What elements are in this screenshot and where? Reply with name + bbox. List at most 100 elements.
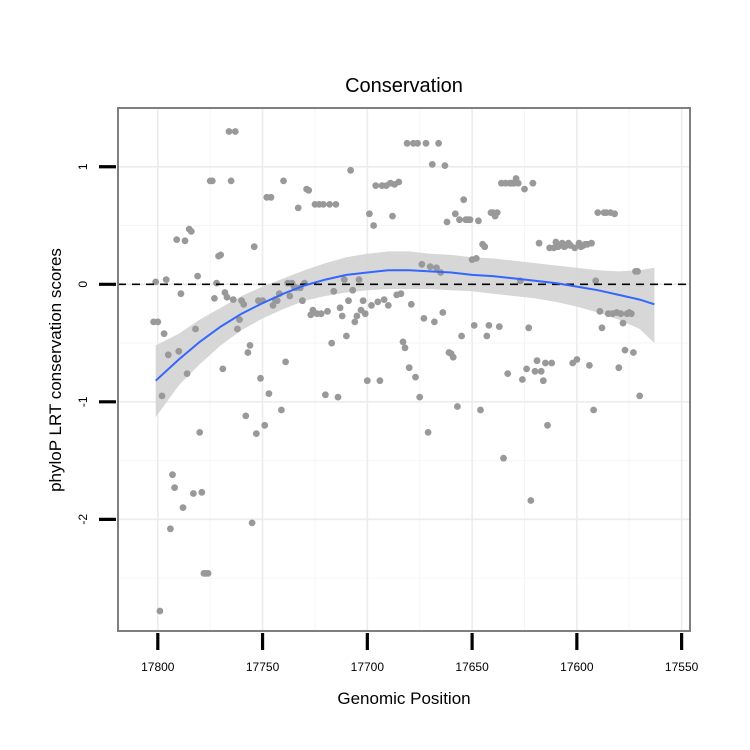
- data-points: [150, 128, 644, 615]
- data-point: [619, 319, 627, 327]
- data-point: [351, 318, 359, 326]
- data-point: [227, 177, 235, 185]
- data-point: [611, 210, 618, 218]
- data-point: [347, 166, 354, 174]
- data-point: [187, 228, 195, 235]
- data-point: [460, 196, 468, 204]
- data-point: [173, 236, 181, 244]
- data-point: [219, 365, 227, 373]
- data-point: [403, 139, 411, 147]
- data-point: [493, 209, 501, 217]
- data-point: [586, 362, 593, 369]
- data-point: [399, 338, 407, 346]
- data-point: [441, 162, 449, 170]
- x-tick-label: 17600: [560, 660, 594, 674]
- data-point: [414, 139, 421, 147]
- data-point: [336, 304, 344, 312]
- data-point: [345, 297, 352, 305]
- data-point: [627, 310, 635, 318]
- chart-title: Conservation: [345, 75, 463, 97]
- data-point: [477, 406, 484, 414]
- data-point: [472, 255, 480, 262]
- data-point: [319, 201, 327, 208]
- panel-border: [117, 107, 691, 632]
- data-point: [374, 298, 382, 306]
- y-tick-label: -1: [76, 396, 90, 407]
- data-point: [470, 322, 478, 329]
- grid: [118, 108, 690, 631]
- x-tick-label: 17750: [246, 660, 280, 674]
- data-point: [596, 307, 604, 315]
- data-point: [405, 364, 413, 372]
- data-point: [395, 178, 403, 186]
- data-point: [244, 349, 252, 356]
- data-point: [334, 393, 342, 401]
- data-point: [535, 239, 543, 247]
- data-point: [154, 318, 162, 326]
- data-point: [621, 346, 629, 354]
- data-point: [179, 504, 187, 511]
- data-point: [250, 243, 258, 251]
- data-point: [181, 237, 189, 245]
- data-point: [539, 377, 547, 385]
- data-point: [286, 292, 294, 300]
- data-point: [636, 392, 644, 400]
- data-point: [615, 364, 623, 372]
- y-tick-label: -2: [76, 514, 90, 525]
- y-axis: -2 -1 0 1: [76, 163, 116, 525]
- y-tick-label: 1: [76, 163, 90, 170]
- data-point: [294, 204, 302, 212]
- data-point: [426, 263, 434, 271]
- data-point: [592, 277, 600, 285]
- data-point: [456, 216, 463, 224]
- confidence-band: [155, 251, 655, 418]
- data-point: [449, 353, 457, 361]
- data-point: [340, 276, 348, 283]
- smooth-trend-line: [155, 269, 655, 382]
- data-point: [267, 193, 275, 201]
- data-point: [273, 297, 281, 305]
- y-tick-label: 0: [76, 281, 90, 288]
- data-point: [328, 339, 336, 347]
- data-point: [242, 412, 250, 420]
- data-point: [598, 324, 606, 332]
- data-point: [171, 484, 179, 491]
- data-point: [542, 359, 549, 367]
- data-point: [366, 210, 373, 218]
- data-point: [198, 488, 206, 496]
- data-point: [380, 296, 388, 303]
- data-point: [167, 525, 174, 533]
- data-point: [164, 351, 172, 359]
- data-point: [196, 429, 204, 436]
- data-point: [194, 272, 202, 280]
- data-point: [485, 322, 493, 329]
- data-point: [475, 217, 482, 225]
- data-point: [330, 287, 338, 295]
- data-point: [500, 454, 507, 462]
- data-point: [544, 421, 551, 429]
- data-point: [192, 325, 199, 333]
- data-point: [183, 370, 191, 377]
- data-point: [359, 297, 367, 305]
- data-point: [338, 312, 346, 320]
- data-point: [269, 302, 277, 309]
- data-point: [481, 243, 489, 251]
- data-point: [225, 128, 233, 135]
- data-point: [617, 310, 625, 318]
- data-point: [533, 357, 541, 365]
- data-point: [236, 316, 243, 323]
- data-point: [525, 324, 533, 332]
- data-point: [527, 497, 535, 504]
- data-point: [246, 342, 254, 349]
- data-point: [431, 318, 438, 326]
- data-point: [190, 490, 197, 497]
- data-point: [376, 377, 384, 385]
- data-point: [418, 260, 426, 268]
- data-point: [519, 376, 526, 383]
- y-axis-label: phyloP LRT conservation scores: [46, 248, 65, 492]
- data-point: [177, 290, 185, 298]
- data-point: [368, 302, 375, 309]
- data-point: [548, 359, 556, 367]
- data-point: [217, 251, 225, 259]
- data-point: [483, 332, 491, 340]
